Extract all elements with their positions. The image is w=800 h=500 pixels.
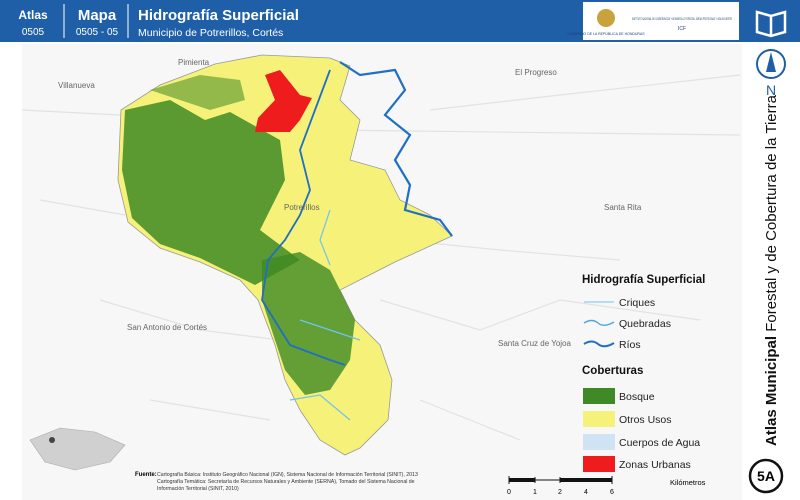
atlas-code: 0505: [22, 27, 45, 38]
place-label: Villanueva: [58, 81, 95, 90]
roads: [21, 74, 741, 441]
legend-item: Quebradas: [619, 318, 671, 330]
sidebar-title-bold: Atlas Municipal: [763, 336, 780, 446]
place-label: Pimienta: [178, 58, 210, 67]
scale-segment: [560, 478, 612, 482]
place-label: San Antonio de Cortés: [127, 323, 207, 332]
scale-tick: 6: [610, 489, 614, 496]
north-label: N: [766, 82, 776, 98]
scale-segment: [509, 478, 535, 482]
place-label: Santa Rita: [604, 203, 642, 212]
north-arrow: [766, 52, 776, 72]
footer-line: Cartografía Temática: Secretaría de Recu…: [157, 479, 415, 485]
place-label: Santa Cruz de Yojoa: [498, 339, 571, 348]
place-label: El Progreso: [515, 68, 557, 77]
place-label: Potrerillos: [284, 203, 320, 212]
map-label: Mapa: [78, 7, 117, 24]
forest: [150, 75, 245, 110]
logo-right-text: INSTITUTO NACIONAL DE CONSERVACIÓN Y DES…: [632, 16, 732, 21]
badge: [748, 458, 784, 494]
legend-swatch: [583, 319, 615, 326]
footer-label: Fuente:: [135, 472, 157, 478]
atlas-label: Atlas: [18, 8, 48, 22]
sidebar-title: Atlas Municipal Forestal y de Cobertura …: [763, 94, 780, 446]
north-circle: [756, 49, 786, 79]
scale-tick: 4: [584, 489, 588, 496]
scale-tick: 2: [558, 489, 562, 496]
book-icon: [755, 10, 787, 38]
legend-swatch: [583, 388, 615, 404]
legend-swatch: [583, 456, 615, 472]
map-subtitle: Municipio de Potrerillos, Cortés: [138, 27, 283, 39]
logo-left-text: GOBIERNO DE LA REPÚBLICA DE HONDURAS: [567, 32, 645, 36]
map-title: Hidrografía Superficial: [138, 7, 299, 24]
map-code: 0505 - 05: [76, 27, 119, 38]
footer-line: Cartografía Básica: Instituto Geográfico…: [157, 472, 418, 478]
legend-swatch: [583, 434, 615, 450]
legend-item: Cuerpos de Agua: [619, 437, 700, 449]
scale-tick: 1: [533, 489, 537, 496]
legend-swatch: [583, 340, 615, 348]
legend-swatch: [583, 411, 615, 427]
stream: [289, 209, 361, 421]
logo-emblem: [597, 9, 615, 27]
river: [339, 61, 453, 237]
forest: [262, 252, 355, 395]
river: [261, 69, 346, 366]
forest: [122, 100, 300, 285]
legend-item: Criques: [619, 297, 655, 309]
legend-title: Hidrografía Superficial: [582, 274, 705, 286]
inset-location: [49, 437, 55, 443]
sidebar-title-rest: Forestal y de Cobertura de la Tierra: [763, 94, 780, 331]
urban-zone: [255, 70, 312, 132]
logo-right-code: ICF: [678, 26, 686, 32]
legend-title: Coberturas: [582, 365, 643, 377]
legend-item: Ríos: [619, 339, 641, 351]
scale-tick: 0: [507, 489, 511, 496]
legend-item: Bosque: [619, 391, 655, 403]
footer-line: Información Territorial (SINIT, 2010): [157, 486, 239, 492]
scale-unit: Kilómetros: [670, 478, 706, 487]
legend-item: Otros Usos: [619, 414, 672, 426]
legend-item: Zonas Urbanas: [619, 459, 691, 471]
badge-label: 5A: [757, 468, 775, 484]
